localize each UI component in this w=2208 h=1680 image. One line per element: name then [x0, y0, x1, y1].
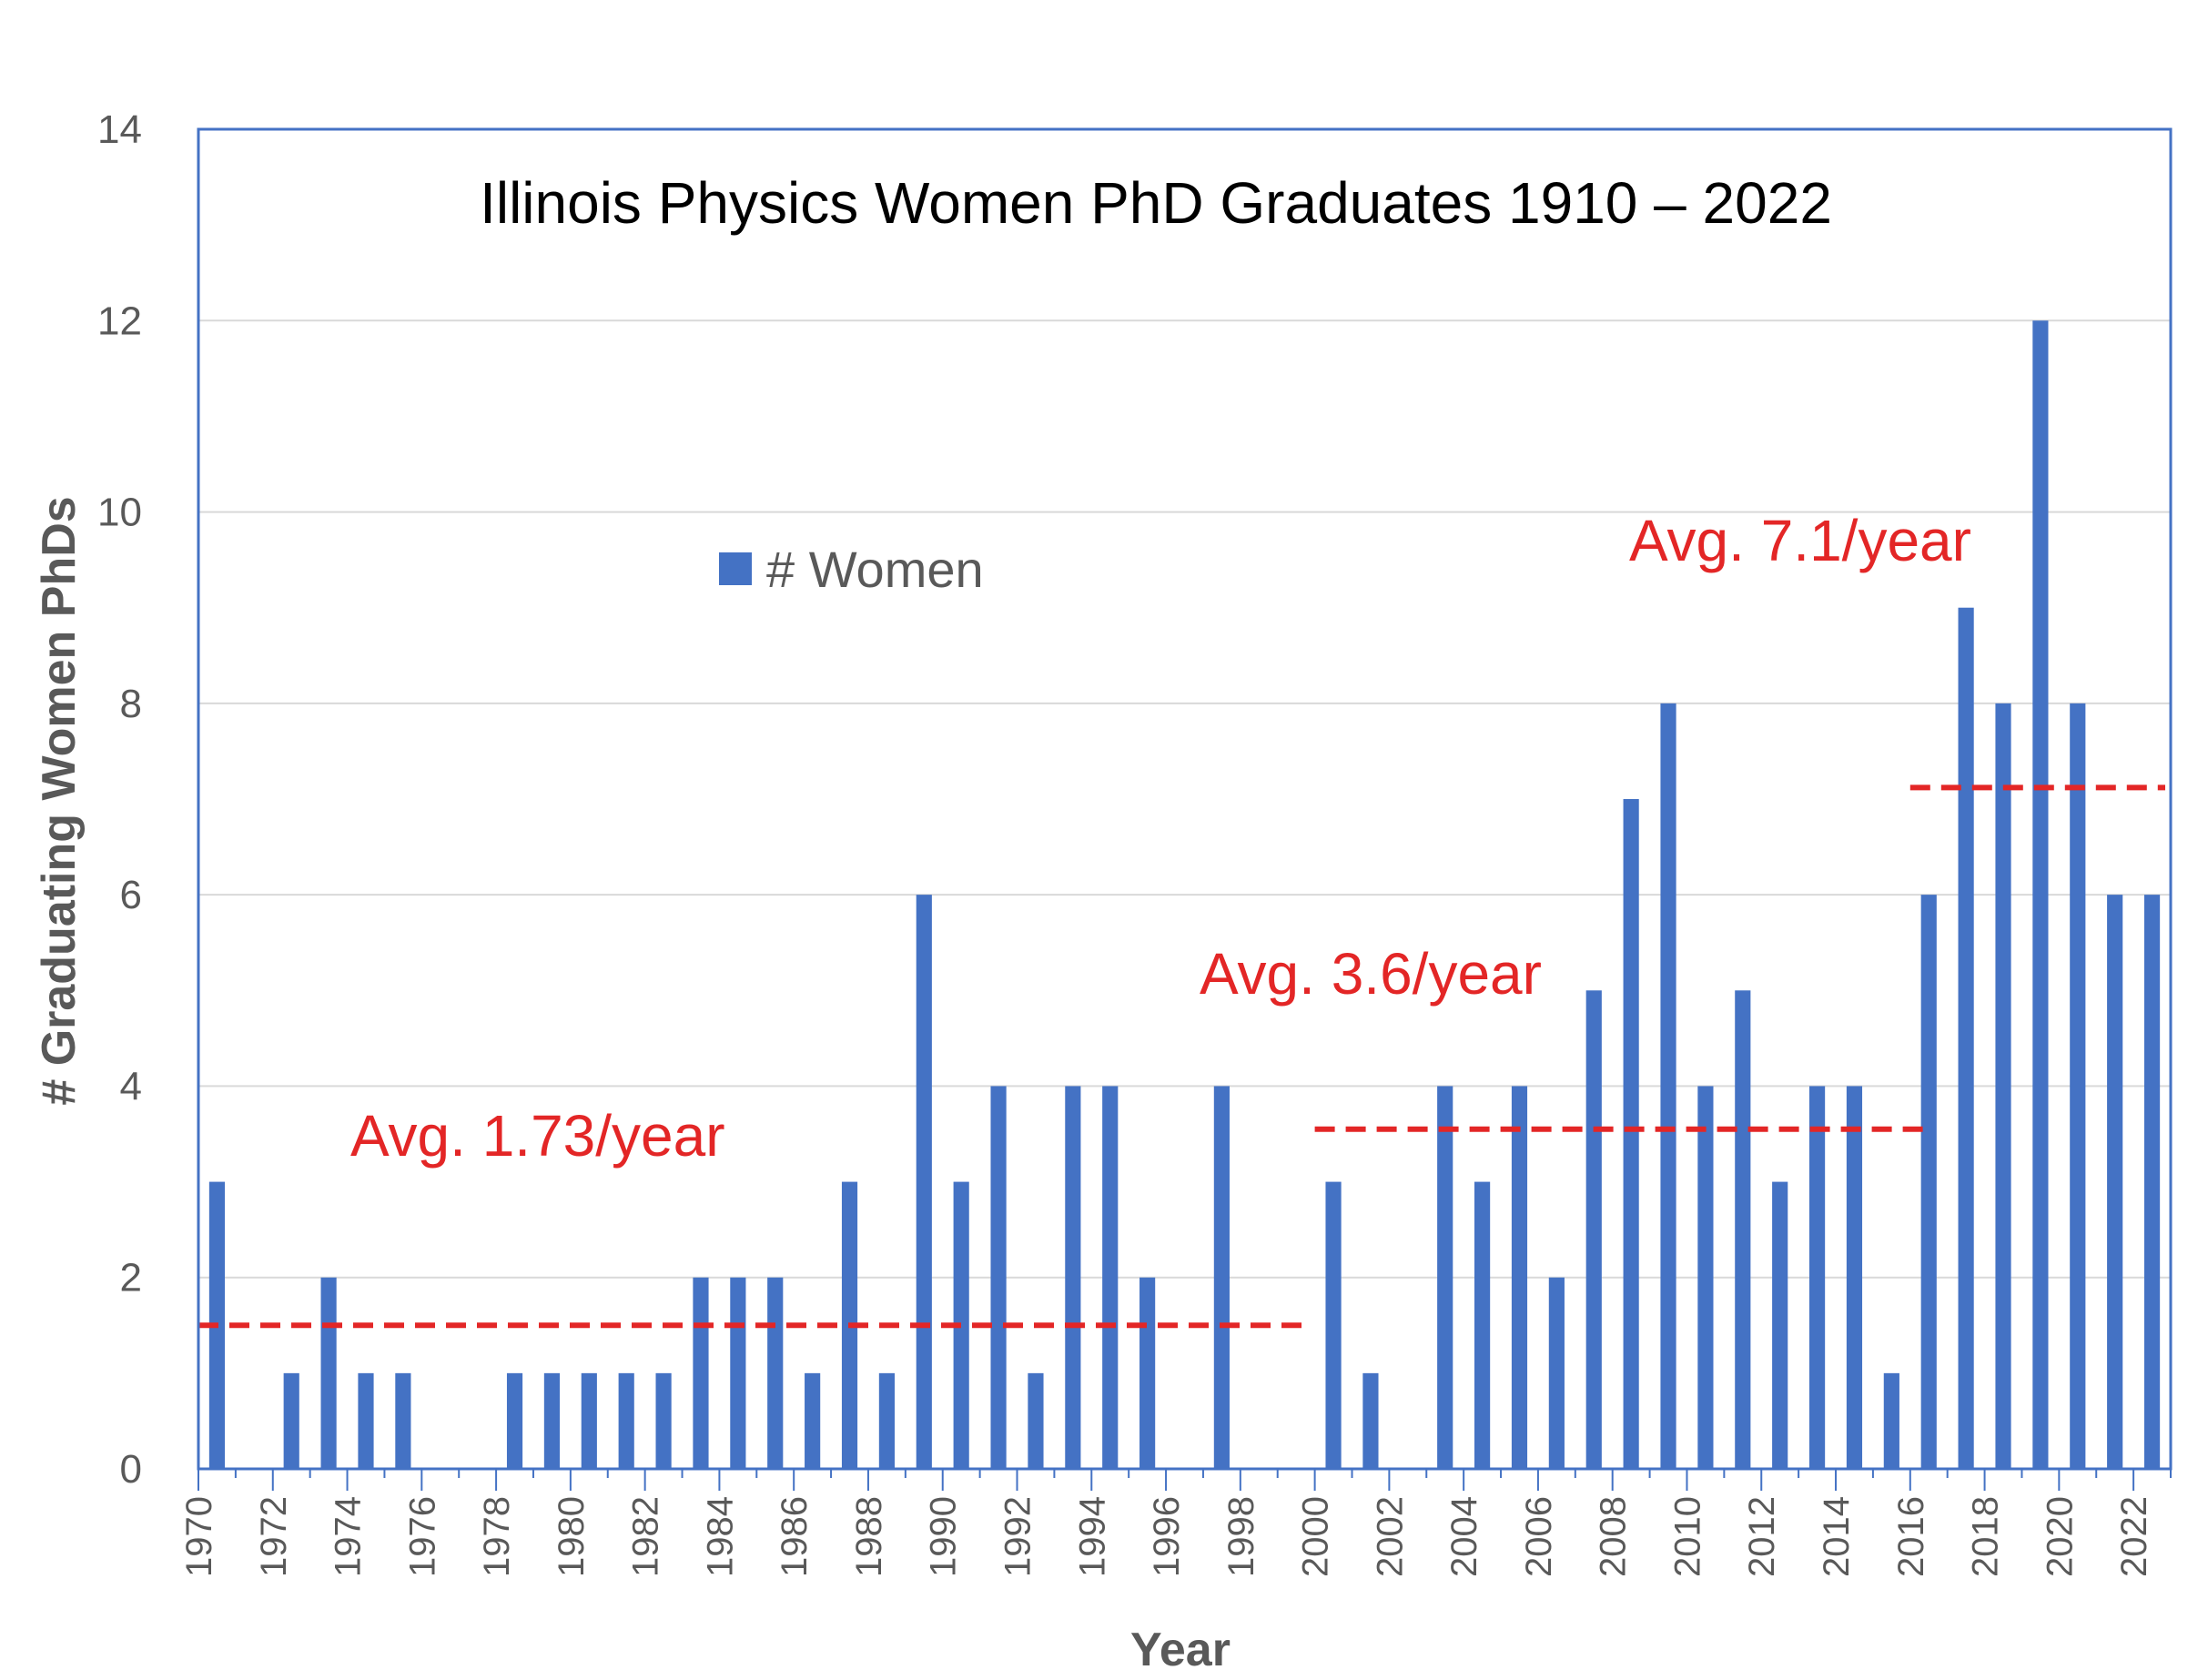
x-tick-label: 1986 [775, 1496, 815, 1577]
bar-2022 [2143, 895, 2161, 1469]
x-tick-label: 1984 [700, 1496, 740, 1577]
x-tick-label: 2000 [1296, 1496, 1336, 1577]
x-axis-label: Year [1130, 1624, 1231, 1676]
x-tick-label: 2020 [2040, 1496, 2080, 1577]
y-tick-label: 0 [120, 1447, 142, 1492]
bar-2011 [1735, 990, 1751, 1469]
y-tick-label: 6 [120, 873, 142, 917]
y-axis-label: # Graduating Women PhDs [33, 496, 86, 1105]
bar-2012 [1772, 1181, 1788, 1469]
bar-2000 [1325, 1181, 1342, 1469]
x-tick-label: 2016 [1891, 1496, 1931, 1577]
bar-2006 [1548, 1277, 1565, 1469]
legend: # Women [719, 541, 984, 598]
gridlines [198, 319, 2171, 1279]
bar-1993 [1065, 1086, 1081, 1469]
bar-2018 [1995, 703, 2011, 1469]
y-tick-labels: 0 2 4 6 8 10 12 14 [97, 107, 142, 1492]
x-tick-label: 1988 [849, 1496, 889, 1577]
bars [208, 320, 2161, 1470]
bar-1984 [730, 1277, 746, 1469]
bar-1972 [283, 1372, 299, 1469]
bar-1989 [916, 895, 932, 1469]
bar-2005 [1511, 1086, 1528, 1469]
bar-2015 [1883, 1372, 1899, 1469]
bar-2021 [2107, 895, 2123, 1469]
chart-title: Illinois Physics Women PhD Graduates 191… [480, 170, 1832, 236]
x-tick-label: 2018 [1966, 1496, 2006, 1577]
y-tick-label: 2 [120, 1256, 142, 1300]
bar-1991 [990, 1086, 1007, 1469]
bar-1985 [767, 1277, 784, 1469]
bar-2019 [2032, 320, 2049, 1470]
x-tick-label: 1998 [1221, 1496, 1261, 1577]
avg-label-2000-2015: Avg. 3.6/year [1200, 941, 1542, 1007]
bar-2007 [1585, 990, 1602, 1469]
average-lines [198, 784, 2165, 1329]
bar-1983 [693, 1277, 709, 1469]
bar-2016 [1920, 895, 1937, 1469]
x-tick-label: 1978 [477, 1496, 517, 1577]
legend-label: # Women [766, 541, 984, 598]
y-tick-label: 12 [97, 299, 142, 343]
x-tick-label: 2012 [1742, 1496, 1782, 1577]
x-tick-label: 1990 [924, 1496, 964, 1577]
x-tick-label: 1972 [254, 1496, 294, 1577]
x-tick-label: 2004 [1444, 1496, 1484, 1577]
avg-label-1970-1999: Avg. 1.73/year [350, 1103, 725, 1169]
bar-2017 [1958, 607, 1974, 1469]
legend-swatch [719, 552, 752, 585]
bar-1978 [506, 1372, 523, 1469]
x-tick-label: 2022 [2114, 1496, 2154, 1577]
bar-1988 [878, 1372, 895, 1469]
x-tick-label: 1980 [552, 1496, 592, 1577]
bar-2013 [1808, 1086, 1826, 1469]
y-tick-label: 8 [120, 682, 142, 726]
bar-1990 [953, 1181, 969, 1469]
x-tick-label: 1996 [1147, 1496, 1187, 1577]
x-tick-label: 2010 [1667, 1496, 1707, 1577]
x-tick-labels: 1970 1972 1974 1976 1978 1980 1982 1984 1986 1988… [179, 1469, 2172, 1577]
bar-1975 [395, 1372, 411, 1469]
avg-label-2016-2022: Avg. 7.1/year [1629, 508, 1971, 573]
x-tick-label: 2008 [1594, 1496, 1634, 1577]
bar-1997 [1213, 1086, 1230, 1469]
bar-2008 [1623, 799, 1639, 1469]
bar-1981 [618, 1372, 634, 1469]
x-tick-label: 2002 [1370, 1496, 1410, 1577]
bar-2009 [1660, 703, 1676, 1469]
x-tick-label: 2014 [1817, 1496, 1857, 1577]
bar-1973 [320, 1277, 337, 1469]
bar-1994 [1102, 1086, 1119, 1469]
bar-2003 [1437, 1086, 1453, 1469]
y-tick-label: 14 [97, 107, 142, 152]
x-tick-label: 1992 [998, 1496, 1038, 1577]
bar-1974 [358, 1372, 374, 1469]
bar-1982 [655, 1372, 672, 1469]
y-tick-label: 10 [97, 491, 142, 535]
plot-frame [197, 127, 2173, 1471]
bar-1980 [581, 1372, 597, 1469]
x-tick-label: 2006 [1519, 1496, 1559, 1577]
x-tick-label: 1982 [626, 1496, 666, 1577]
bar-2020 [2070, 703, 2086, 1469]
bar-1986 [805, 1372, 821, 1469]
bar-1992 [1028, 1372, 1044, 1469]
bar-2004 [1474, 1181, 1491, 1469]
x-tick-label: 1976 [402, 1496, 442, 1577]
bar-2010 [1697, 1086, 1714, 1469]
bar-1979 [543, 1372, 561, 1469]
x-tick-label: 1970 [179, 1496, 219, 1577]
x-tick-label: 1994 [1072, 1496, 1112, 1577]
bar-2001 [1362, 1372, 1379, 1469]
x-tick-label: 1974 [329, 1496, 369, 1577]
y-tick-label: 4 [120, 1064, 142, 1108]
bar-2014 [1846, 1086, 1863, 1469]
bar-1995 [1139, 1277, 1156, 1469]
